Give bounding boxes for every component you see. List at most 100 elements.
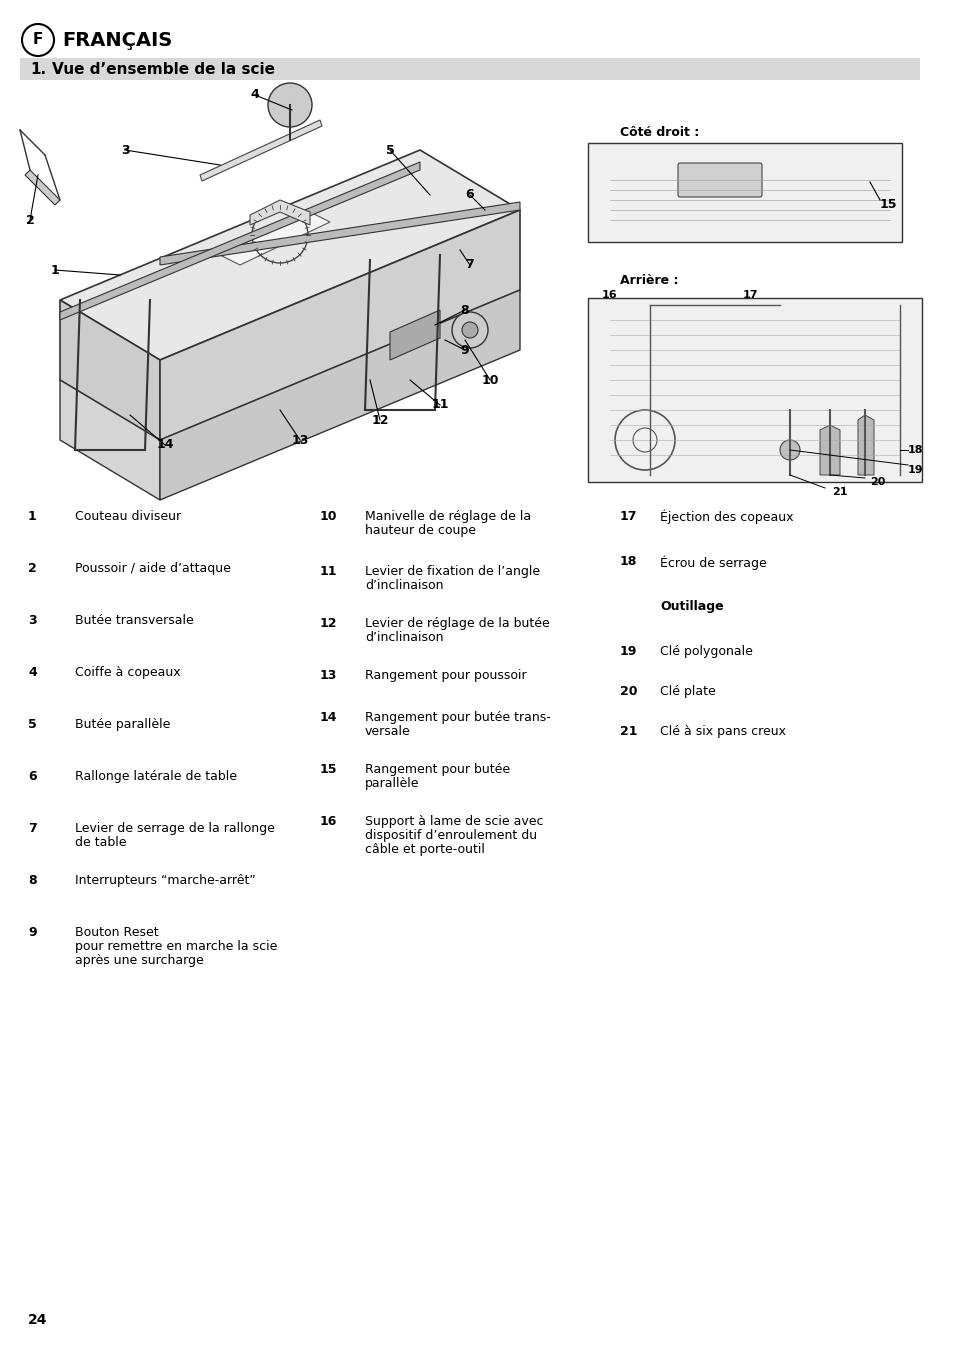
- Polygon shape: [60, 162, 419, 320]
- Text: Butée parallèle: Butée parallèle: [75, 718, 171, 730]
- Text: 20: 20: [619, 684, 637, 698]
- Text: Support à lame de scie avec: Support à lame de scie avec: [365, 815, 543, 828]
- Text: après une surcharge: après une surcharge: [75, 954, 204, 967]
- Circle shape: [461, 323, 477, 338]
- Polygon shape: [200, 120, 322, 181]
- Text: Levier de serrage de la rallonge: Levier de serrage de la rallonge: [75, 822, 274, 836]
- Text: 14: 14: [156, 439, 173, 451]
- Text: dispositif d’enroulement du: dispositif d’enroulement du: [365, 829, 537, 842]
- Text: 15: 15: [319, 763, 337, 776]
- Polygon shape: [857, 414, 873, 475]
- Text: Interrupteurs “marche-arrêt”: Interrupteurs “marche-arrêt”: [75, 873, 255, 887]
- Polygon shape: [160, 211, 519, 440]
- Text: 8: 8: [460, 304, 469, 316]
- Text: 10: 10: [480, 374, 498, 386]
- Text: 12: 12: [371, 413, 388, 427]
- Text: Rangement pour butée: Rangement pour butée: [365, 763, 510, 776]
- Text: 2: 2: [26, 213, 34, 227]
- Text: 19: 19: [907, 464, 923, 475]
- Text: d’inclinaison: d’inclinaison: [365, 579, 443, 593]
- Text: Poussoir / aide d’attaque: Poussoir / aide d’attaque: [75, 562, 231, 575]
- Polygon shape: [160, 202, 519, 265]
- Text: 9: 9: [460, 343, 469, 356]
- Text: Clé à six pans creux: Clé à six pans creux: [659, 725, 785, 738]
- Text: Bouton Reset: Bouton Reset: [75, 926, 158, 940]
- FancyBboxPatch shape: [587, 143, 901, 242]
- Text: 13: 13: [291, 433, 309, 447]
- Text: 4: 4: [28, 666, 37, 679]
- Text: 5: 5: [28, 718, 37, 730]
- Text: 17: 17: [619, 510, 637, 522]
- Polygon shape: [160, 290, 519, 500]
- Text: câble et porte-outil: câble et porte-outil: [365, 842, 484, 856]
- Text: 1.: 1.: [30, 62, 46, 77]
- Text: 9: 9: [28, 926, 36, 940]
- Text: 12: 12: [319, 617, 337, 630]
- Text: 13: 13: [319, 670, 337, 682]
- Text: Coiffe à copeaux: Coiffe à copeaux: [75, 666, 180, 679]
- Text: 10: 10: [319, 510, 337, 522]
- Circle shape: [780, 440, 800, 460]
- Polygon shape: [820, 425, 840, 475]
- Text: 11: 11: [431, 398, 448, 412]
- Text: pour remettre en marche la scie: pour remettre en marche la scie: [75, 940, 277, 953]
- Text: d’inclinaison: d’inclinaison: [365, 630, 443, 644]
- Text: Arrière :: Arrière :: [619, 274, 678, 286]
- Text: 15: 15: [879, 198, 897, 212]
- Text: Levier de réglage de la butée: Levier de réglage de la butée: [365, 617, 549, 630]
- FancyBboxPatch shape: [587, 298, 921, 482]
- Text: 3: 3: [28, 614, 36, 626]
- Text: 5: 5: [385, 143, 394, 157]
- Text: FRANÇAIS: FRANÇAIS: [62, 31, 172, 50]
- Text: 18: 18: [619, 555, 637, 568]
- Text: de table: de table: [75, 836, 127, 849]
- Text: hauteur de coupe: hauteur de coupe: [365, 524, 476, 537]
- Text: 7: 7: [28, 822, 37, 836]
- Polygon shape: [250, 200, 310, 225]
- Polygon shape: [220, 212, 330, 265]
- Text: Clé polygonale: Clé polygonale: [659, 645, 752, 657]
- Text: Rangement pour poussoir: Rangement pour poussoir: [365, 670, 526, 682]
- Polygon shape: [390, 310, 439, 360]
- Text: 6: 6: [465, 189, 474, 201]
- Text: 2: 2: [28, 562, 37, 575]
- Circle shape: [268, 82, 312, 127]
- Text: 8: 8: [28, 873, 36, 887]
- Text: Vue d’ensemble de la scie: Vue d’ensemble de la scie: [52, 62, 274, 77]
- Text: Rangement pour butée trans-: Rangement pour butée trans-: [365, 711, 550, 724]
- FancyBboxPatch shape: [678, 163, 761, 197]
- Text: 16: 16: [319, 815, 337, 828]
- Text: 24: 24: [28, 1314, 48, 1327]
- Text: Côté droit :: Côté droit :: [619, 126, 699, 139]
- Polygon shape: [25, 170, 60, 205]
- Text: 21: 21: [831, 487, 847, 497]
- Text: Éjection des copeaux: Éjection des copeaux: [659, 510, 793, 525]
- Text: 3: 3: [121, 143, 130, 157]
- Polygon shape: [60, 379, 160, 500]
- Text: 1: 1: [28, 510, 37, 522]
- Text: Outillage: Outillage: [659, 599, 723, 613]
- Text: Clé plate: Clé plate: [659, 684, 715, 698]
- Text: Levier de fixation de l’angle: Levier de fixation de l’angle: [365, 566, 539, 578]
- Text: F: F: [32, 32, 43, 47]
- Text: Butée transversale: Butée transversale: [75, 614, 193, 626]
- Text: 20: 20: [869, 477, 884, 487]
- Text: 6: 6: [28, 769, 36, 783]
- FancyBboxPatch shape: [20, 58, 919, 80]
- Circle shape: [452, 312, 488, 348]
- Text: 7: 7: [465, 258, 474, 271]
- Text: Manivelle de réglage de la: Manivelle de réglage de la: [365, 510, 531, 522]
- Text: parallèle: parallèle: [365, 778, 419, 790]
- Polygon shape: [60, 300, 160, 440]
- Text: 4: 4: [251, 89, 259, 101]
- Text: Rallonge latérale de table: Rallonge latérale de table: [75, 769, 236, 783]
- Text: 18: 18: [907, 446, 923, 455]
- Text: 19: 19: [619, 645, 637, 657]
- Text: versale: versale: [365, 725, 411, 738]
- Polygon shape: [60, 150, 519, 360]
- Text: 11: 11: [319, 566, 337, 578]
- Text: 16: 16: [601, 290, 618, 300]
- Text: 1: 1: [51, 263, 59, 277]
- Text: Couteau diviseur: Couteau diviseur: [75, 510, 181, 522]
- Text: 21: 21: [619, 725, 637, 738]
